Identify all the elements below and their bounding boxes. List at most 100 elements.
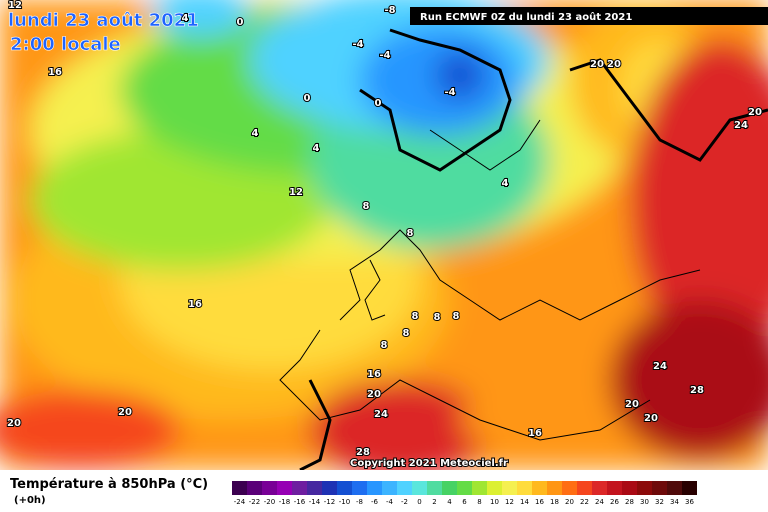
legend-label: -14 [309,498,321,506]
legend-step: (+0h) [14,495,46,506]
legend-swatch [262,481,277,495]
contour-label: 24 [734,120,748,131]
legend-label: 34 [670,498,679,506]
contour-label: 12 [289,187,303,198]
legend-label: -24 [234,498,246,506]
contour-label: 4 [502,178,509,189]
legend-swatch [667,481,682,495]
legend-label: -8 [356,498,363,506]
legend-swatch [382,481,397,495]
legend-swatch [502,481,517,495]
run-banner [410,7,768,25]
contour-label: 20 [7,418,21,429]
legend-label: 20 [565,498,574,506]
contour-label: 0 [304,93,311,104]
legend-label: 4 [447,498,452,506]
contour-label: -8 [384,5,395,16]
legend-swatch [607,481,622,495]
contour-label: 20 [118,407,132,418]
legend-swatch [277,481,292,495]
legend-label: -16 [294,498,306,506]
copyright: Copyright 2021 Meteociel.fr [350,458,508,469]
contour-label: 12 [8,0,22,11]
contour-label: 8 [381,340,388,351]
legend-label: 12 [505,498,514,506]
legend-swatch [442,481,457,495]
legend-swatch [532,481,547,495]
map-subtitle: 2:00 locale [10,34,121,55]
legend-swatch [547,481,562,495]
legend-label: -22 [249,498,260,506]
legend-label: 14 [520,498,529,506]
contour-label: -4 [379,50,390,61]
legend-label: 30 [640,498,649,506]
legend-swatch [427,481,442,495]
contour-label: 20 [644,413,658,424]
legend-label: 26 [610,498,619,506]
contour-label: 8 [434,312,441,323]
legend-label: 8 [477,498,481,506]
contour-label: 8 [363,201,370,212]
contour-label: -4 [352,39,363,50]
legend-swatch [457,481,472,495]
contour-label: 20 [625,399,639,410]
legend-label: -18 [279,498,290,506]
map-title: lundi 23 août 2021 [8,10,199,31]
contour-label: 24 [374,409,388,420]
contour-label: -4 [444,87,455,98]
legend-swatch [517,481,532,495]
legend-label: -6 [371,498,379,506]
legend-swatch [637,481,652,495]
legend-swatch [307,481,322,495]
legend-swatch [682,481,697,495]
legend-label: 36 [685,498,694,506]
legend-swatch [592,481,607,495]
legend-swatch [472,481,487,495]
contour-label: 24 [653,361,667,372]
contour-label: 16 [367,369,381,380]
contour-label: 4 [252,128,259,139]
legend-swatch [577,481,592,495]
contour-label: 16 [48,67,62,78]
contour-label: 8 [453,311,460,322]
contour-label: 20 [367,389,381,400]
legend-label: 0 [417,498,421,506]
legend-swatch [412,481,427,495]
contour-label: 20 [590,59,604,70]
run-label: Run ECMWF 0Z du lundi 23 août 2021 [420,11,632,23]
contour-label: 16 [528,428,542,439]
legend-swatch [397,481,412,495]
legend-swatch [292,481,307,495]
contour-label: 28 [690,385,704,396]
legend-swatch [562,481,577,495]
legend-label: -2 [401,498,408,506]
contour-label: 0 [375,98,382,109]
legend-swatch [322,481,337,495]
legend-label: 18 [550,498,559,506]
legend-label: -4 [386,498,394,506]
contour-label: 20 [607,59,621,70]
legend-swatch [232,481,247,495]
legend-label: 16 [535,498,544,506]
contour-label: 4 [182,13,189,24]
legend-swatch [622,481,637,495]
contour-label: 8 [407,228,414,239]
legend-title: Température à 850hPa (°C) [10,477,208,492]
legend-label: 22 [580,498,589,506]
legend-swatch [247,481,262,495]
legend-label: 2 [432,498,436,506]
coastlines [279,119,701,441]
legend-label: -20 [264,498,275,506]
contour-label: 0 [237,17,244,28]
isotherms [299,28,768,472]
legend-label: 24 [595,498,604,506]
legend-swatch [652,481,667,495]
contour-label: 28 [356,447,370,458]
contour-label: 8 [403,328,410,339]
temperature-field [0,0,768,480]
legend-label: 6 [462,498,467,506]
legend-label: 28 [625,498,634,506]
legend-swatch [487,481,502,495]
